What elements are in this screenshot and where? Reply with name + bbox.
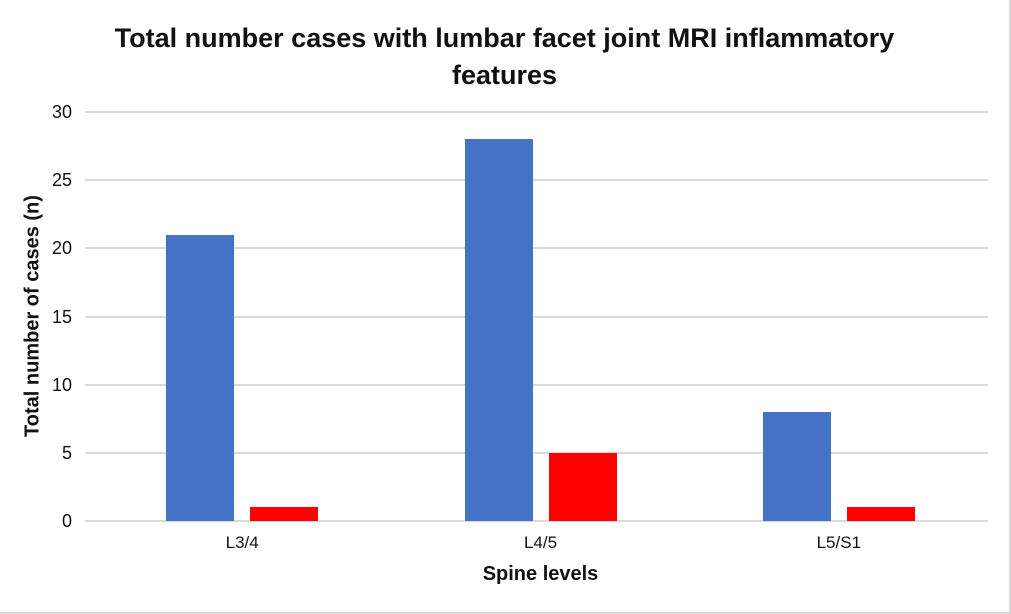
bar-red-series-L3-4 xyxy=(250,507,319,521)
gridline-y-20 xyxy=(93,247,988,250)
x-category-label-L5-S1: L5/S1 xyxy=(816,533,862,552)
bar-red-series-L4-5 xyxy=(548,452,617,521)
y-tick-mark-30 xyxy=(85,111,93,113)
x-category-label-L4-5: L4/5 xyxy=(523,533,558,552)
gridline-y-15 xyxy=(93,315,988,318)
bar-blue-series-L3-4 xyxy=(166,234,235,521)
y-tick-mark-15 xyxy=(85,315,93,318)
y-tick-mark-0 xyxy=(85,520,93,522)
x-axis-line xyxy=(93,520,988,522)
gridline-y-25 xyxy=(93,179,988,182)
plot-area xyxy=(93,111,988,522)
y-tick-label-25: 25 xyxy=(51,170,72,191)
y-tick-mark-25 xyxy=(85,179,93,182)
chart-title: Total number cases with lumbar facet joi… xyxy=(114,23,895,90)
y-tick-label-5: 5 xyxy=(61,442,72,463)
y-tick-mark-20 xyxy=(85,247,93,250)
y-tick-label-30: 30 xyxy=(51,102,72,122)
x-category-label-L3-4: L3/4 xyxy=(225,533,259,552)
bar-blue-series-L5-S1 xyxy=(762,411,831,521)
bar-red-series-L5-S1 xyxy=(846,507,915,521)
y-tick-label-10: 10 xyxy=(51,374,72,395)
y-tick-mark-5 xyxy=(85,451,93,454)
y-tick-label-15: 15 xyxy=(51,306,72,327)
gridline-y-5 xyxy=(93,451,988,454)
gridline-y-10 xyxy=(93,383,988,386)
x-axis-title: Spine levels xyxy=(482,563,599,585)
y-tick-label-0: 0 xyxy=(61,511,72,531)
y-tick-label-20: 20 xyxy=(51,238,72,259)
gridline-y-30 xyxy=(93,111,988,113)
bar-blue-series-L4-5 xyxy=(464,139,533,521)
y-tick-mark-10 xyxy=(85,383,93,386)
